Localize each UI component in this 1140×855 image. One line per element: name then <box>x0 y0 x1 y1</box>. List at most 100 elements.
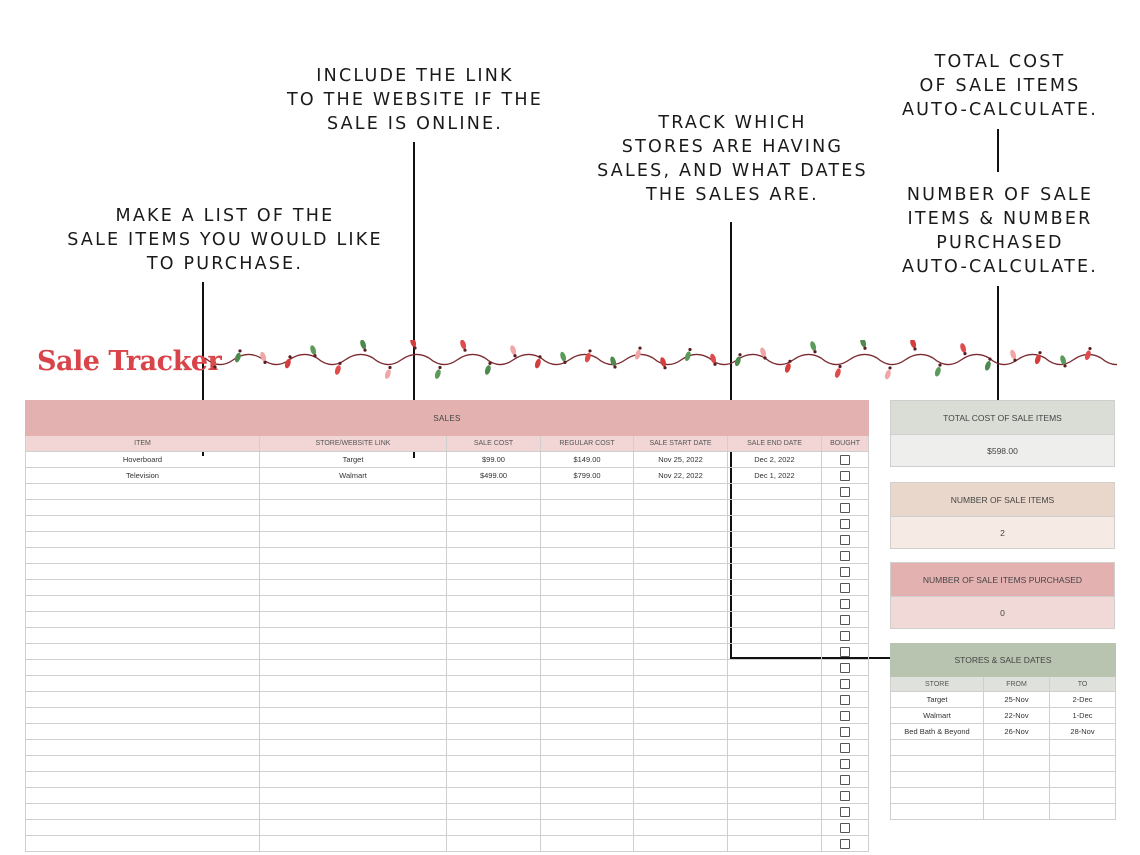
number-purchased-value[interactable]: 0 <box>891 596 1114 628</box>
table-cell[interactable] <box>25 627 260 644</box>
table-cell[interactable] <box>540 819 634 836</box>
bought-checkbox[interactable] <box>840 454 851 465</box>
table-cell[interactable] <box>633 707 728 724</box>
table-cell[interactable] <box>446 707 541 724</box>
bought-checkbox[interactable] <box>840 806 851 817</box>
table-cell[interactable] <box>727 643 822 660</box>
table-cell[interactable]: 26-Nov <box>983 723 1050 740</box>
table-cell[interactable] <box>727 579 822 596</box>
table-cell[interactable] <box>983 739 1050 756</box>
table-cell[interactable] <box>633 723 728 740</box>
table-cell[interactable] <box>727 691 822 708</box>
table-cell[interactable] <box>259 835 447 852</box>
table-cell[interactable] <box>633 739 728 756</box>
table-cell[interactable] <box>1048 787 1117 804</box>
table-cell[interactable] <box>727 739 822 756</box>
bought-checkbox[interactable] <box>840 678 851 689</box>
table-cell[interactable] <box>540 771 634 788</box>
table-cell[interactable] <box>983 787 1050 804</box>
table-cell[interactable] <box>446 675 541 692</box>
table-cell[interactable] <box>727 563 822 580</box>
table-cell[interactable] <box>633 819 728 836</box>
table-cell[interactable]: Target <box>890 691 984 708</box>
table-cell[interactable]: Walmart <box>890 707 984 724</box>
table-cell[interactable] <box>446 579 541 596</box>
table-cell[interactable] <box>540 707 634 724</box>
table-cell[interactable] <box>633 691 728 708</box>
table-cell[interactable] <box>446 483 541 500</box>
table-cell[interactable] <box>983 803 1050 820</box>
table-cell[interactable] <box>446 771 541 788</box>
table-cell[interactable] <box>259 819 447 836</box>
table-cell[interactable]: $499.00 <box>446 467 541 484</box>
bought-checkbox[interactable] <box>840 470 851 481</box>
table-cell[interactable] <box>727 755 822 772</box>
table-cell[interactable]: Nov 22, 2022 <box>633 467 728 484</box>
table-cell[interactable] <box>259 611 447 628</box>
table-cell[interactable] <box>983 755 1050 772</box>
table-cell[interactable]: 1-Dec <box>1048 707 1117 724</box>
table-cell[interactable] <box>890 803 984 820</box>
table-cell[interactable] <box>446 739 541 756</box>
table-cell[interactable] <box>446 787 541 804</box>
table-cell[interactable] <box>25 755 260 772</box>
table-cell[interactable] <box>633 659 728 676</box>
table-cell[interactable] <box>446 499 541 516</box>
table-cell[interactable] <box>540 643 634 660</box>
table-cell[interactable] <box>633 595 728 612</box>
table-cell[interactable] <box>259 547 447 564</box>
bought-checkbox[interactable] <box>840 838 851 849</box>
table-cell[interactable] <box>259 723 447 740</box>
table-cell[interactable] <box>446 755 541 772</box>
table-cell[interactable] <box>259 563 447 580</box>
table-cell[interactable] <box>633 515 728 532</box>
table-cell[interactable] <box>727 611 822 628</box>
table-cell[interactable] <box>25 787 260 804</box>
bought-checkbox[interactable] <box>840 534 851 545</box>
table-cell[interactable] <box>633 835 728 852</box>
table-cell[interactable] <box>633 643 728 660</box>
table-cell[interactable] <box>540 515 634 532</box>
table-cell[interactable] <box>259 659 447 676</box>
table-cell[interactable]: Nov 25, 2022 <box>633 451 728 468</box>
table-cell[interactable] <box>540 659 634 676</box>
table-cell[interactable] <box>727 659 822 676</box>
table-cell[interactable]: $149.00 <box>540 451 634 468</box>
table-cell[interactable] <box>25 819 260 836</box>
table-cell[interactable] <box>633 579 728 596</box>
table-cell[interactable] <box>25 611 260 628</box>
table-cell[interactable] <box>727 787 822 804</box>
table-cell[interactable] <box>540 835 634 852</box>
table-cell[interactable] <box>25 675 260 692</box>
table-cell[interactable] <box>446 819 541 836</box>
table-cell[interactable] <box>259 803 447 820</box>
table-cell[interactable] <box>727 707 822 724</box>
bought-checkbox[interactable] <box>840 790 851 801</box>
table-cell[interactable]: Television <box>25 467 260 484</box>
table-cell[interactable] <box>446 563 541 580</box>
number-of-sale-items-value[interactable]: 2 <box>891 516 1114 548</box>
table-cell[interactable] <box>633 547 728 564</box>
bought-checkbox[interactable] <box>840 774 851 785</box>
table-cell[interactable] <box>727 835 822 852</box>
table-cell[interactable] <box>446 547 541 564</box>
table-cell[interactable] <box>25 723 260 740</box>
bought-checkbox[interactable] <box>840 758 851 769</box>
bought-checkbox[interactable] <box>840 710 851 721</box>
table-cell[interactable] <box>259 595 447 612</box>
table-cell[interactable] <box>25 563 260 580</box>
table-cell[interactable] <box>727 723 822 740</box>
table-cell[interactable] <box>25 531 260 548</box>
table-cell[interactable] <box>259 675 447 692</box>
table-cell[interactable] <box>25 483 260 500</box>
bought-checkbox[interactable] <box>840 566 851 577</box>
table-cell[interactable] <box>540 675 634 692</box>
bought-checkbox[interactable] <box>840 550 851 561</box>
table-cell[interactable] <box>446 723 541 740</box>
table-cell[interactable] <box>727 483 822 500</box>
table-cell[interactable] <box>25 547 260 564</box>
table-cell[interactable] <box>25 499 260 516</box>
table-cell[interactable] <box>540 531 634 548</box>
table-cell[interactable] <box>446 611 541 628</box>
table-cell[interactable] <box>259 515 447 532</box>
